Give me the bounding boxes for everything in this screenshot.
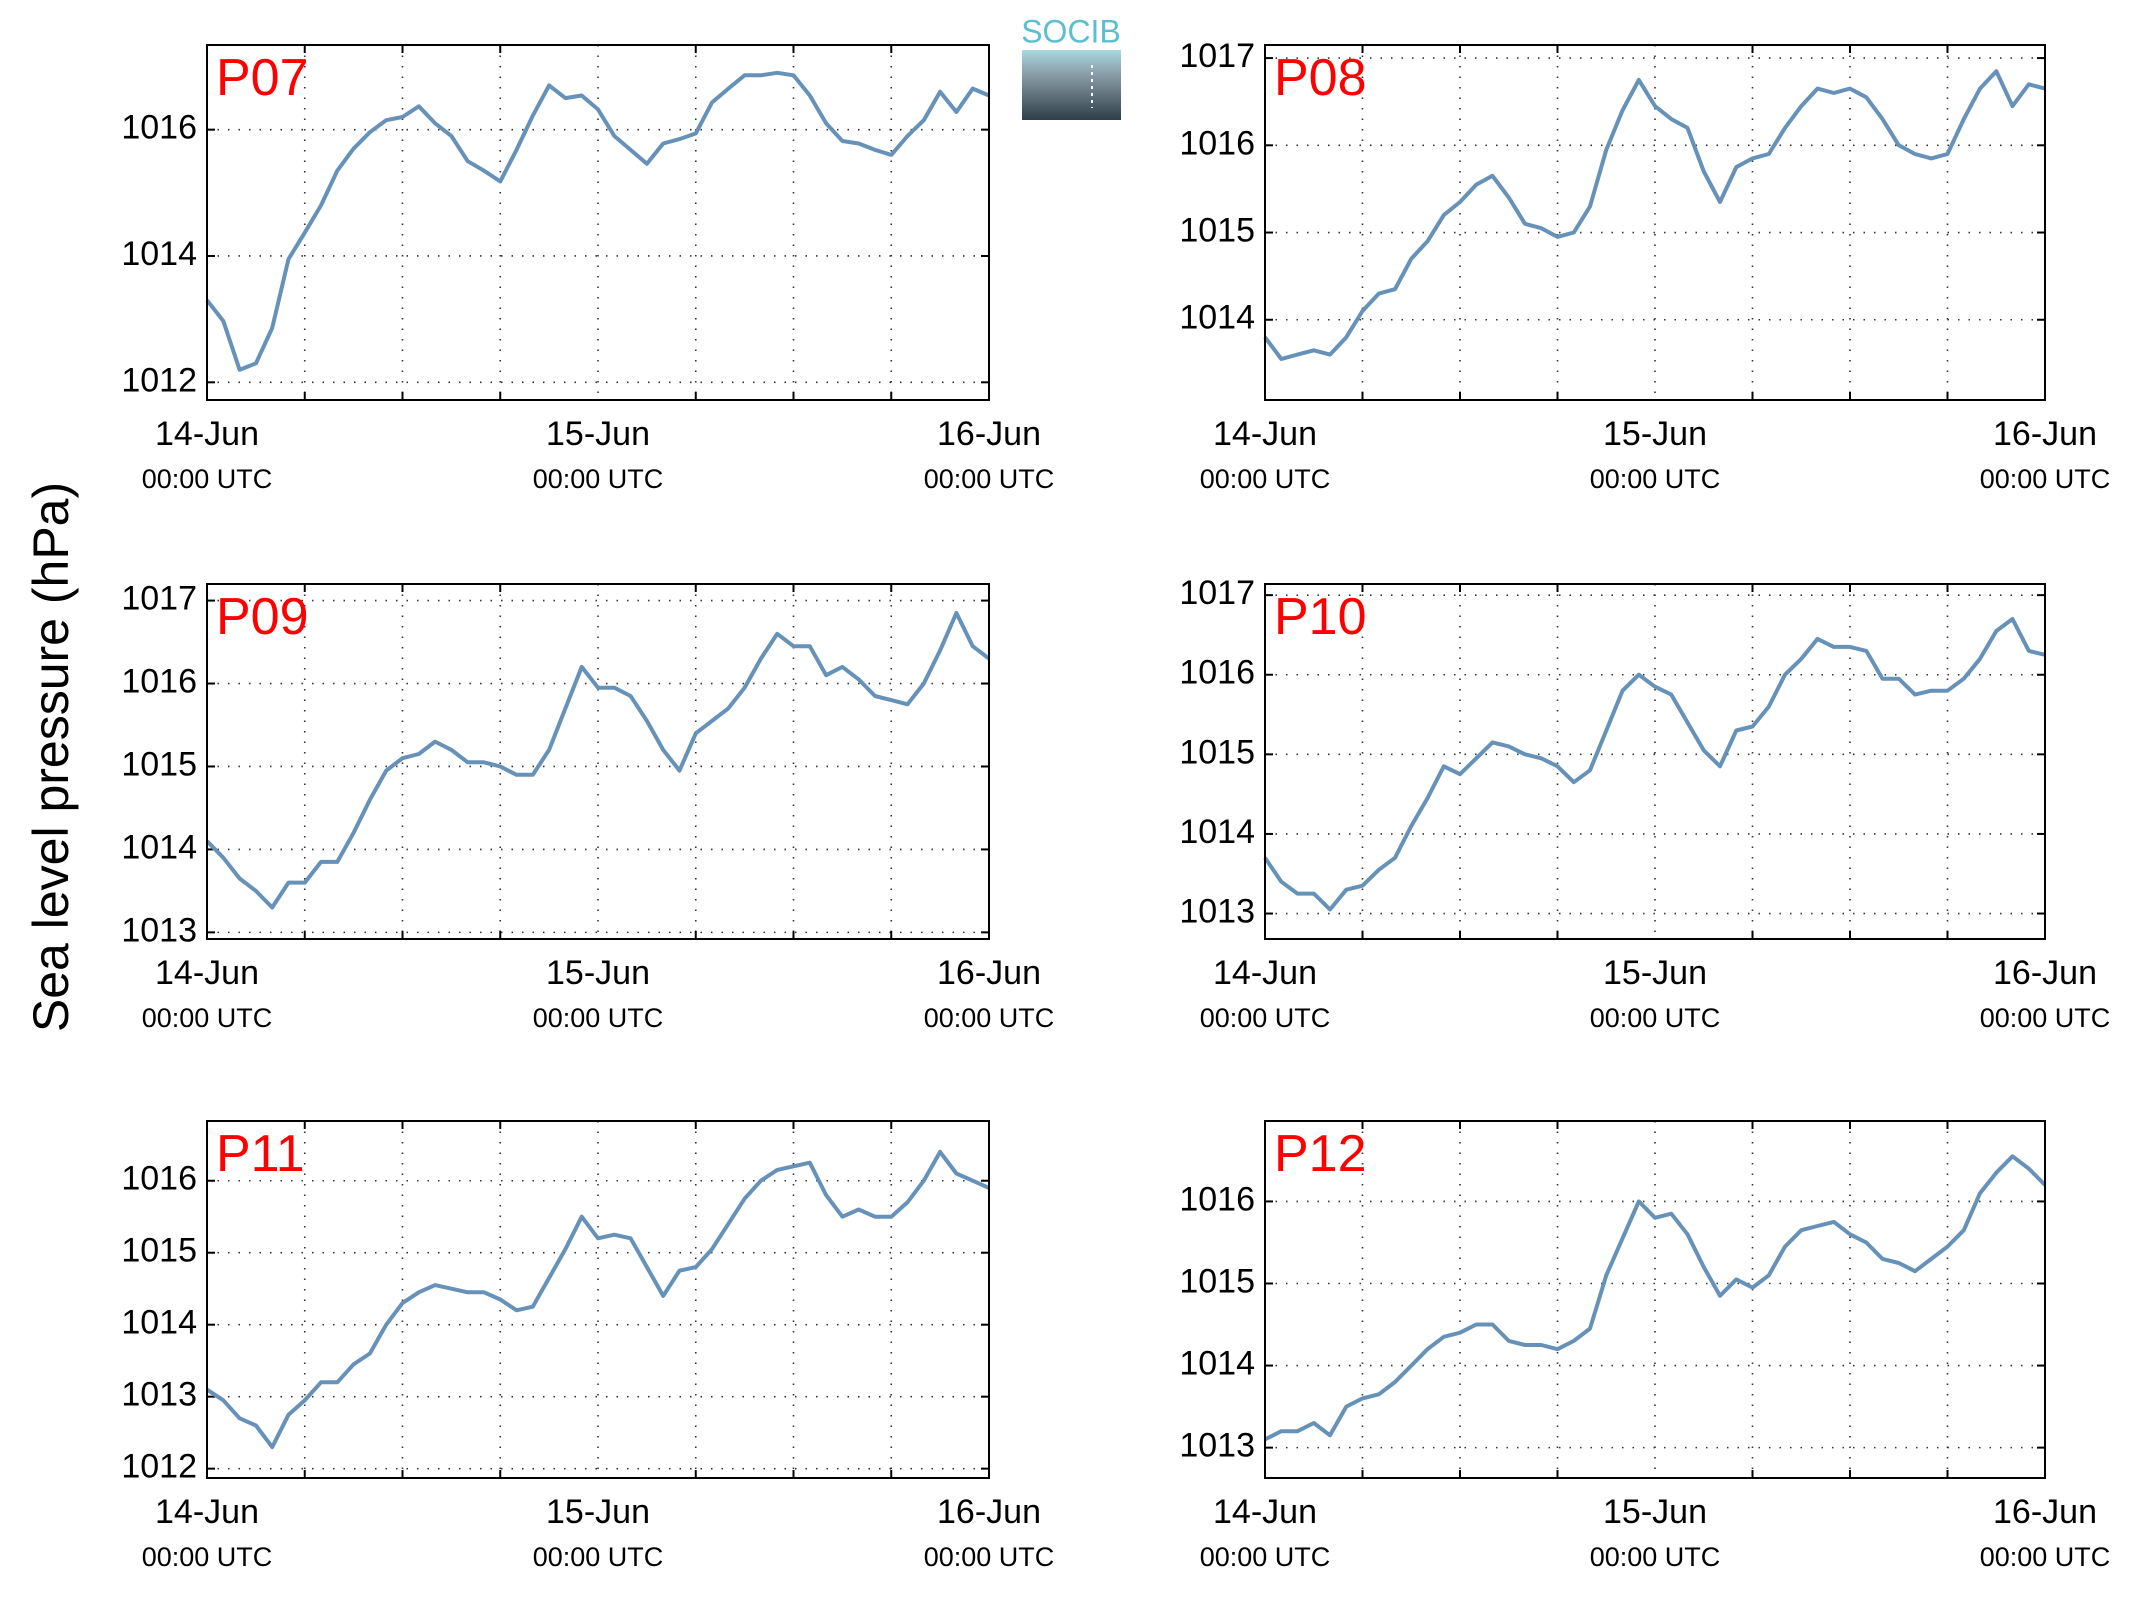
x-tick-sublabel: 00:00 UTC — [1590, 1542, 1721, 1572]
x-tick-sublabel: 00:00 UTC — [1980, 1542, 2111, 1572]
x-tick-label: 15-Jun — [546, 1493, 650, 1531]
y-tick-label: 1017 — [1179, 574, 1255, 612]
plot-frame — [1264, 44, 2046, 401]
x-tick-label: 14-Jun — [155, 954, 259, 992]
panel-title: P09 — [216, 588, 309, 646]
panel-title: P08 — [1274, 49, 1367, 107]
plot-area — [1265, 584, 2045, 939]
y-tick-label: 1014 — [1179, 813, 1255, 851]
x-tick-label: 16-Jun — [937, 415, 1041, 453]
y-tick-label: 1015 — [1179, 733, 1255, 771]
data-line — [1263, 69, 2046, 361]
plot-frame — [1264, 583, 2046, 940]
panel-title: P10 — [1274, 588, 1367, 646]
y-tick-label: 1013 — [121, 1376, 197, 1414]
panel-title: P12 — [1274, 1125, 1367, 1183]
plot-frame — [206, 583, 990, 940]
panel: 1014 1015 1016 1017 14-Jun 00:00 UTC 15-Jun 00:… — [1179, 37, 2110, 494]
x-tick-sublabel: 00:00 UTC — [924, 464, 1055, 494]
x-tick-label: 14-Jun — [1213, 954, 1317, 992]
x-tick-label: 15-Jun — [1603, 1493, 1707, 1531]
y-axis-label: Sea level pressure (hPa) — [23, 482, 79, 1032]
y-tick-label: 1015 — [1179, 212, 1255, 250]
data-line — [205, 1149, 990, 1450]
y-tick-label: 1014 — [1179, 299, 1255, 337]
panel: 1012 1014 1016 14-Jun 00:00 UTC 15-Jun 00:00 U… — [121, 44, 1055, 494]
y-tick-label: 1016 — [1179, 654, 1255, 692]
x-tick-sublabel: 00:00 UTC — [1590, 1003, 1721, 1033]
x-tick-sublabel: 00:00 UTC — [1980, 1003, 2111, 1033]
x-tick-label: 14-Jun — [155, 1493, 259, 1531]
y-tick-label: 1014 — [121, 235, 197, 273]
y-tick-label: 1013 — [121, 911, 197, 949]
y-tick-label: 1014 — [1179, 1345, 1255, 1383]
x-tick-sublabel: 00:00 UTC — [1200, 1542, 1331, 1572]
y-tick-label: 1016 — [1179, 124, 1255, 162]
x-tick-sublabel: 00:00 UTC — [533, 464, 664, 494]
y-tick-label: 1013 — [1179, 893, 1255, 931]
x-tick-label: 16-Jun — [1993, 954, 2097, 992]
y-tick-label: 1016 — [1179, 1180, 1255, 1218]
plot-frame — [206, 44, 990, 401]
logo-text: SOCIB — [1021, 13, 1121, 49]
plot-frame — [1264, 1120, 2046, 1479]
x-tick-label: 16-Jun — [937, 1493, 1041, 1531]
y-tick-label: 1015 — [121, 1232, 197, 1270]
x-tick-label: 14-Jun — [1213, 1493, 1317, 1531]
x-tick-label: 14-Jun — [155, 415, 259, 453]
x-tick-label: 16-Jun — [1993, 1493, 2097, 1531]
y-tick-label: 1017 — [1179, 37, 1255, 75]
panel: 1013 1014 1015 1016 1017 14-Jun 00:00 UTC 15-Ju… — [1179, 574, 2110, 1033]
x-tick-label: 16-Jun — [937, 954, 1041, 992]
x-tick-sublabel: 00:00 UTC — [142, 1542, 273, 1572]
data-line — [205, 611, 991, 910]
x-tick-label: 14-Jun — [1213, 415, 1317, 453]
data-line — [1263, 617, 2046, 912]
y-tick-label: 1016 — [121, 663, 197, 701]
x-tick-label: 15-Jun — [1603, 415, 1707, 453]
x-tick-label: 15-Jun — [1603, 954, 1707, 992]
y-tick-label: 1012 — [121, 361, 197, 399]
logo: SOCIB — [1021, 13, 1121, 120]
data-line — [205, 70, 990, 372]
x-tick-sublabel: 00:00 UTC — [924, 1003, 1055, 1033]
y-tick-label: 1016 — [121, 1160, 197, 1198]
x-tick-label: 16-Jun — [1993, 415, 2097, 453]
x-tick-sublabel: 00:00 UTC — [533, 1542, 664, 1572]
panel-title: P11 — [216, 1125, 305, 1183]
plot-frame — [206, 1120, 990, 1479]
panel-title: P07 — [216, 49, 309, 107]
x-tick-label: 15-Jun — [546, 415, 650, 453]
x-tick-sublabel: 00:00 UTC — [1200, 464, 1331, 494]
x-tick-sublabel: 00:00 UTC — [533, 1003, 664, 1033]
y-tick-label: 1014 — [121, 828, 197, 866]
panel: 1013 1014 1015 1016 1017 14-Jun 00:00 UTC 15-Ju… — [121, 580, 1054, 1034]
y-tick-label: 1015 — [121, 745, 197, 783]
x-tick-sublabel: 00:00 UTC — [924, 1542, 1055, 1572]
y-tick-label: 1016 — [121, 109, 197, 147]
x-tick-sublabel: 00:00 UTC — [1590, 464, 1721, 494]
panel: 1013 1014 1015 1016 14-Jun 00:00 UTC 15-Jun 00:… — [1179, 1120, 2111, 1572]
panel: 1012 1013 1014 1015 1016 14-Jun 00:00 UTC 15-Ju… — [121, 1120, 1055, 1572]
y-tick-label: 1013 — [1179, 1427, 1255, 1465]
x-tick-sublabel: 00:00 UTC — [1980, 464, 2111, 494]
y-tick-label: 1012 — [121, 1448, 197, 1486]
y-tick-label: 1015 — [1179, 1262, 1255, 1300]
data-line — [1264, 1154, 2047, 1442]
plot-area — [207, 45, 989, 400]
plot-area — [207, 584, 989, 939]
y-tick-label: 1014 — [121, 1304, 197, 1342]
x-tick-label: 15-Jun — [546, 954, 650, 992]
y-tick-label: 1017 — [121, 580, 197, 618]
x-tick-sublabel: 00:00 UTC — [142, 464, 273, 494]
logo-block — [1022, 50, 1121, 120]
x-tick-sublabel: 00:00 UTC — [1200, 1003, 1331, 1033]
x-tick-sublabel: 00:00 UTC — [142, 1003, 273, 1033]
